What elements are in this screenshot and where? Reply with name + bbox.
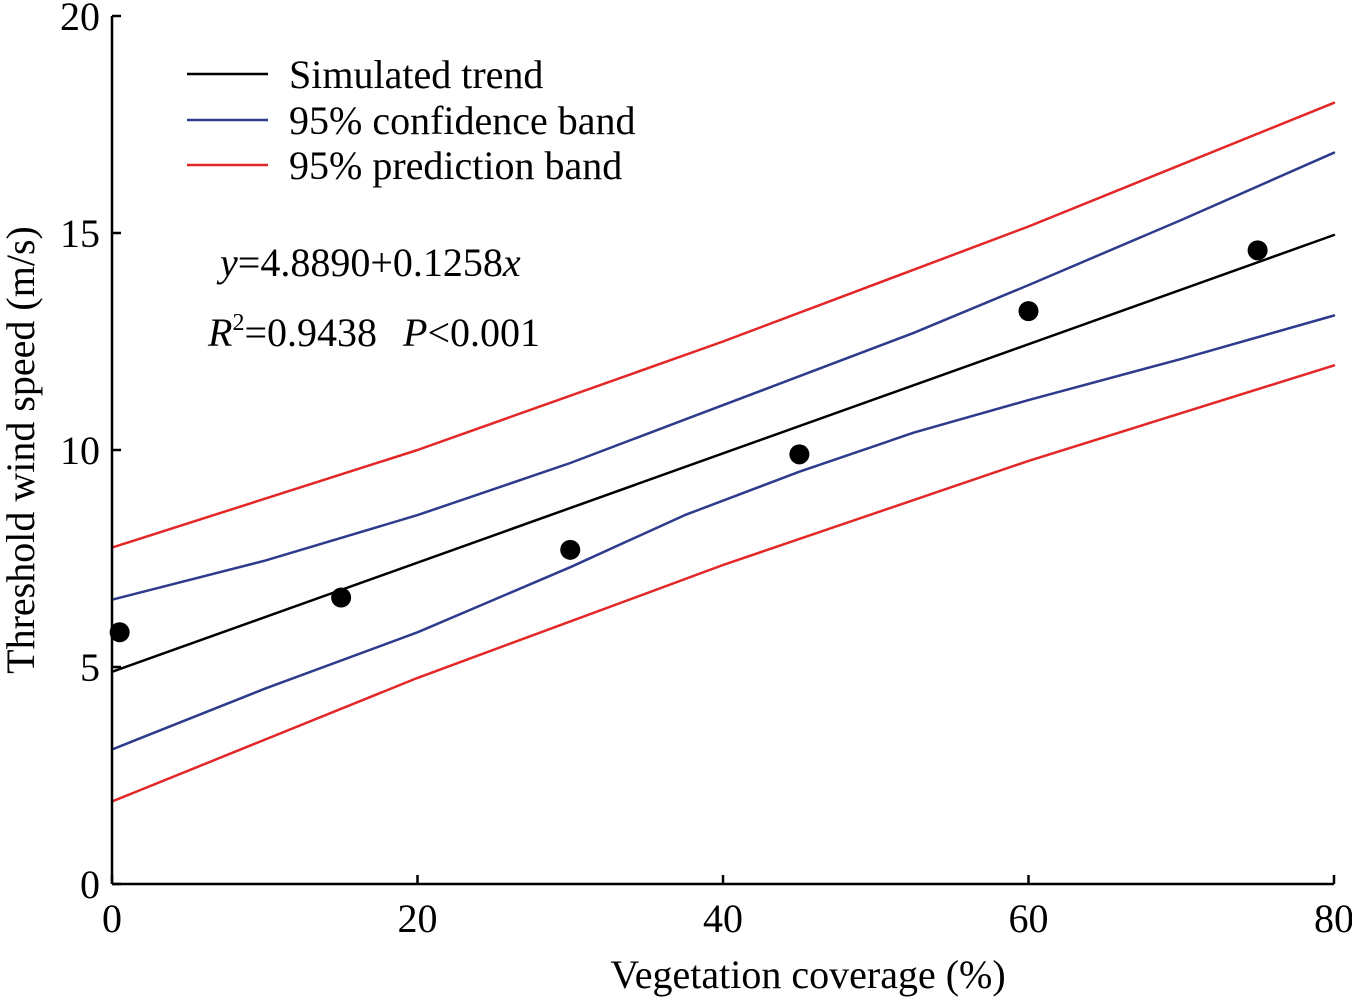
stats-p-value: <0.001 bbox=[427, 310, 540, 355]
axes: 0 20 40 60 80 0 5 10 15 20 bbox=[60, 0, 1352, 941]
stats-p-symbol: P bbox=[402, 310, 427, 355]
y-tick-label: 20 bbox=[60, 0, 100, 39]
data-point bbox=[789, 444, 810, 465]
y-axis-ticks: 0 5 10 15 20 bbox=[60, 0, 121, 907]
data-point bbox=[1247, 240, 1268, 261]
y-tick-label: 5 bbox=[80, 645, 100, 690]
legend: Simulated trend 95% confidence band 95% … bbox=[187, 52, 636, 188]
data-point bbox=[109, 622, 130, 643]
stats-r-symbol: R bbox=[207, 310, 232, 355]
regression-equation: y=4.8890+0.1258x bbox=[216, 240, 521, 285]
95-prediction-band-line-upper bbox=[110, 101, 1336, 549]
legend-label-confidence: 95% confidence band bbox=[289, 98, 636, 143]
x-axis-ticks: 0 20 40 60 80 bbox=[102, 875, 1352, 941]
data-point bbox=[1018, 301, 1039, 322]
legend-label-trend: Simulated trend bbox=[289, 52, 543, 97]
x-tick-label: 0 bbox=[102, 896, 122, 941]
x-tick-label: 40 bbox=[703, 896, 743, 941]
stats-r-value: =0.9438 bbox=[244, 310, 377, 355]
95-prediction-band-line-lower bbox=[110, 364, 1336, 803]
x-tick-label: 60 bbox=[1009, 896, 1049, 941]
95-confidence-band-line-upper bbox=[110, 151, 1336, 601]
regression-stats: R2=0.9438 P<0.001 bbox=[207, 310, 540, 355]
y-tick-label: 15 bbox=[60, 211, 100, 256]
x-axis-label: Vegetation coverage (%) bbox=[610, 952, 1005, 997]
data-point bbox=[331, 587, 352, 608]
equation-body: =4.8890+0.1258 bbox=[238, 240, 503, 285]
simulated-trend-line bbox=[110, 233, 1336, 674]
x-tick-label: 20 bbox=[398, 896, 438, 941]
equation-y-var: y bbox=[216, 240, 238, 285]
stats-r-superscript: 2 bbox=[232, 310, 244, 336]
y-tick-label: 0 bbox=[80, 862, 100, 907]
y-axis-label: Threshold wind speed (m/s) bbox=[0, 226, 43, 674]
x-tick-label: 80 bbox=[1314, 896, 1352, 941]
equation-x-var: x bbox=[502, 240, 521, 285]
data-point bbox=[560, 539, 581, 560]
95-confidence-band-line-lower bbox=[110, 314, 1336, 751]
plot-area bbox=[109, 101, 1336, 803]
y-tick-label: 10 bbox=[60, 428, 100, 473]
legend-label-prediction: 95% prediction band bbox=[289, 143, 622, 188]
